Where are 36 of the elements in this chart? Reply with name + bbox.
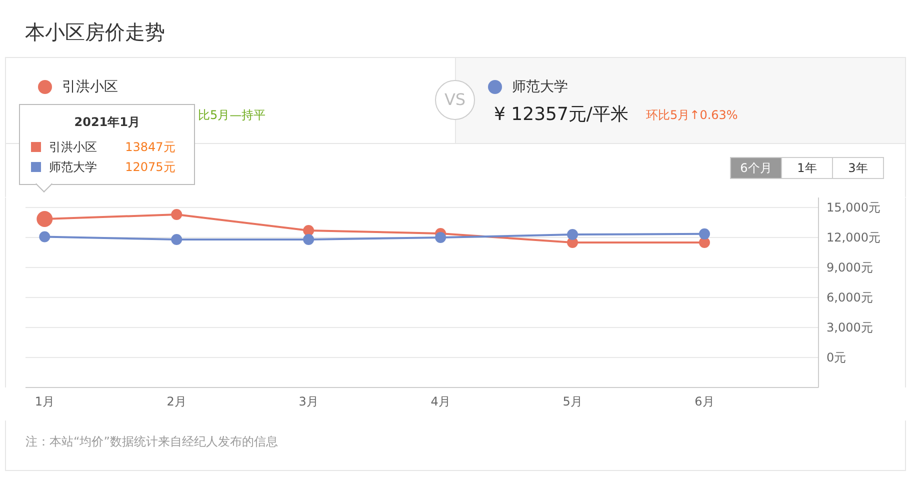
- y-tick-label: 6,000元: [826, 290, 873, 304]
- text: 13847元: [125, 139, 176, 155]
- x-tick-label: 5月: [562, 394, 582, 408]
- point: [171, 209, 182, 220]
- y-tick-label: 15,000元: [826, 200, 880, 214]
- text: 环比5月↑0.63%: [646, 107, 738, 123]
- point: [435, 232, 446, 243]
- point: [171, 234, 182, 245]
- x-tick-label: 4月: [430, 394, 450, 408]
- point: [567, 229, 578, 240]
- text: 注：本站“均价”数据统计来自经纪人发布的信息: [26, 434, 278, 448]
- y-tick-label: 9,000元: [826, 260, 873, 274]
- text: 2021年1月: [74, 114, 140, 130]
- x-tick-label: 3月: [298, 394, 318, 408]
- text: 6个月: [740, 160, 772, 176]
- text: 引洪小区: [62, 79, 118, 95]
- text: 3年: [848, 160, 868, 176]
- text: 12075元: [125, 159, 176, 175]
- y-tick-label: 0元: [826, 350, 846, 364]
- legend-label: 师范大学: [49, 159, 98, 175]
- point: [698, 228, 710, 240]
- legend-label: 引洪小区: [49, 139, 98, 155]
- chart-title: 本小区房价走势: [25, 20, 165, 44]
- point: [39, 231, 50, 242]
- text: VS: [444, 90, 466, 110]
- y-tick-label: 3,000元: [826, 320, 873, 334]
- text: 比5月—持平: [198, 107, 266, 123]
- point: [303, 234, 314, 245]
- y-tick-label: 12,000元: [826, 230, 880, 244]
- x-tick-label: 2月: [166, 394, 186, 408]
- x-tick-label: 6月: [694, 394, 714, 408]
- text: 1年: [797, 160, 817, 176]
- text: 师范大学: [512, 79, 568, 95]
- text: ¥ 12357元/平米: [494, 104, 628, 126]
- point: [303, 225, 314, 236]
- x-tick-label: 1月: [34, 394, 54, 408]
